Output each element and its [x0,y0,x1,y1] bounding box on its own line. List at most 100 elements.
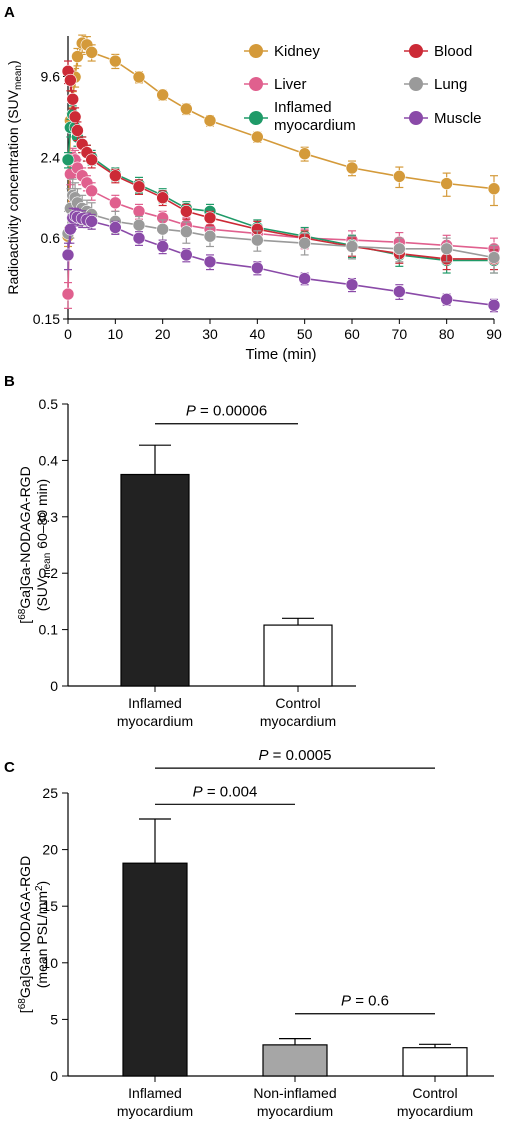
data-point [345,161,359,175]
y-label-unit-rest: 60–80 min) [34,479,50,553]
data-point [156,240,169,253]
data-point [85,153,98,167]
significance-label: P = 0.00006 [186,403,267,420]
p-value: = 0.6 [351,993,389,1010]
panel-b-plot: 0 0.1 0.2 0.3 0.4 0.5 Inflamed myocardium Contro… [17,396,356,729]
y-label-isotope: 68 [17,608,28,620]
data-point [487,298,501,312]
legend-marker [249,77,263,91]
y-tick-label: 10 [42,955,58,971]
data-point [132,231,146,245]
legend-item: Kidney [244,43,320,60]
series-line [67,42,495,237]
data-point [345,278,359,292]
panel-label-c: C [4,759,15,776]
data-point [487,182,501,196]
series-kidney [61,34,501,248]
legend-marker [409,44,423,58]
legend-label: Lung [434,76,467,93]
data-point [61,287,75,301]
p-value: = 0.00006 [196,403,267,420]
data-point [487,251,501,264]
x-tick-label: 60 [344,326,360,342]
x-tick-label: 80 [439,326,455,342]
p-symbol: P [341,993,351,1010]
y-axis-label-sub: mean [13,65,24,90]
data-point [66,92,80,106]
data-point [156,191,169,205]
y-tick-label: 0.4 [39,452,59,468]
data-point [180,102,193,116]
y-label-unit: (mean PSL/mm [34,891,50,988]
p-value: = 0.0005 [269,747,332,764]
y-axis-label-text: Radioactivity concentration (SUV [5,89,21,294]
x-tick-label: 20 [155,326,171,342]
y-label-bracket: [ [17,620,33,624]
legend-label: myocardium [274,117,356,134]
legend-item: Blood [404,43,472,60]
legend-marker [249,111,263,125]
data-point [298,236,311,250]
bar [122,862,188,1077]
p-symbol: P [186,403,196,420]
p-symbol: P [193,783,203,800]
data-point [109,221,122,234]
p-value: = 0.004 [203,783,258,800]
y-tick-label: 9.6 [41,68,61,84]
series-line [67,114,494,262]
category-label: myocardium [257,1103,333,1119]
bar [262,1044,328,1077]
legend-item: Lung [404,76,467,93]
category-label: Non-inflamed [253,1085,336,1101]
x-tick-label: 50 [297,326,313,342]
significance-label: P = 0.6 [341,993,389,1010]
y-axis-label-end: ) [5,60,21,65]
legend-label: Kidney [274,43,320,60]
y-tick-label: 0.2 [39,565,59,581]
y-tick-label: 20 [42,842,58,858]
data-point [393,170,406,183]
data-point [109,169,122,183]
y-tick-label: 0.6 [41,230,61,246]
significance-label: P = 0.0005 [259,747,332,764]
data-point [156,88,169,102]
y-label-unit-sup: 2 [34,885,45,891]
data-point [85,215,98,228]
y-label-compound: Ga]Ga-NODAGA-RGD [17,856,33,998]
y-tick-label: 0.15 [33,311,60,327]
bar [263,624,333,687]
y-tick-label: 0.3 [39,509,59,525]
data-point [68,110,82,124]
series-muscle [61,207,501,313]
data-point [298,147,311,161]
y-axis-label-line1: [68Ga]Ga-NODAGA-RGD [17,856,33,1013]
x-axis-label: Time (min) [245,346,316,363]
data-point [61,153,75,167]
data-point [251,261,264,275]
data-point [132,180,146,193]
y-label-compound: Ga]Ga-NODAGA-RGD [17,466,33,608]
bar [120,473,190,687]
panel-c-plot: 0 5 10 15 20 25 Inflamed myocardium Non-inflamed… [17,747,494,1119]
data-point [393,242,406,256]
panel-label-b: B [4,373,15,390]
data-point [203,114,217,127]
legend-item: Liver [244,76,307,93]
legend-label: Blood [434,43,472,60]
category-label: Inflamed [128,1085,182,1101]
data-point [345,240,359,253]
category-label: Control [275,695,320,711]
y-axis-label-line2: (SUVmean 60–80 min) [34,479,53,611]
data-point [251,130,264,144]
y-tick-label: 25 [42,785,58,801]
data-point [440,242,453,256]
data-point [393,285,406,298]
category-label: myocardium [260,713,336,729]
y-label-bracket: [ [17,1009,33,1013]
y-label-unit-sub: mean [42,553,53,578]
category-label: Inflamed [128,695,182,711]
data-point [180,225,193,239]
series-line [67,214,495,306]
bar [402,1047,468,1077]
